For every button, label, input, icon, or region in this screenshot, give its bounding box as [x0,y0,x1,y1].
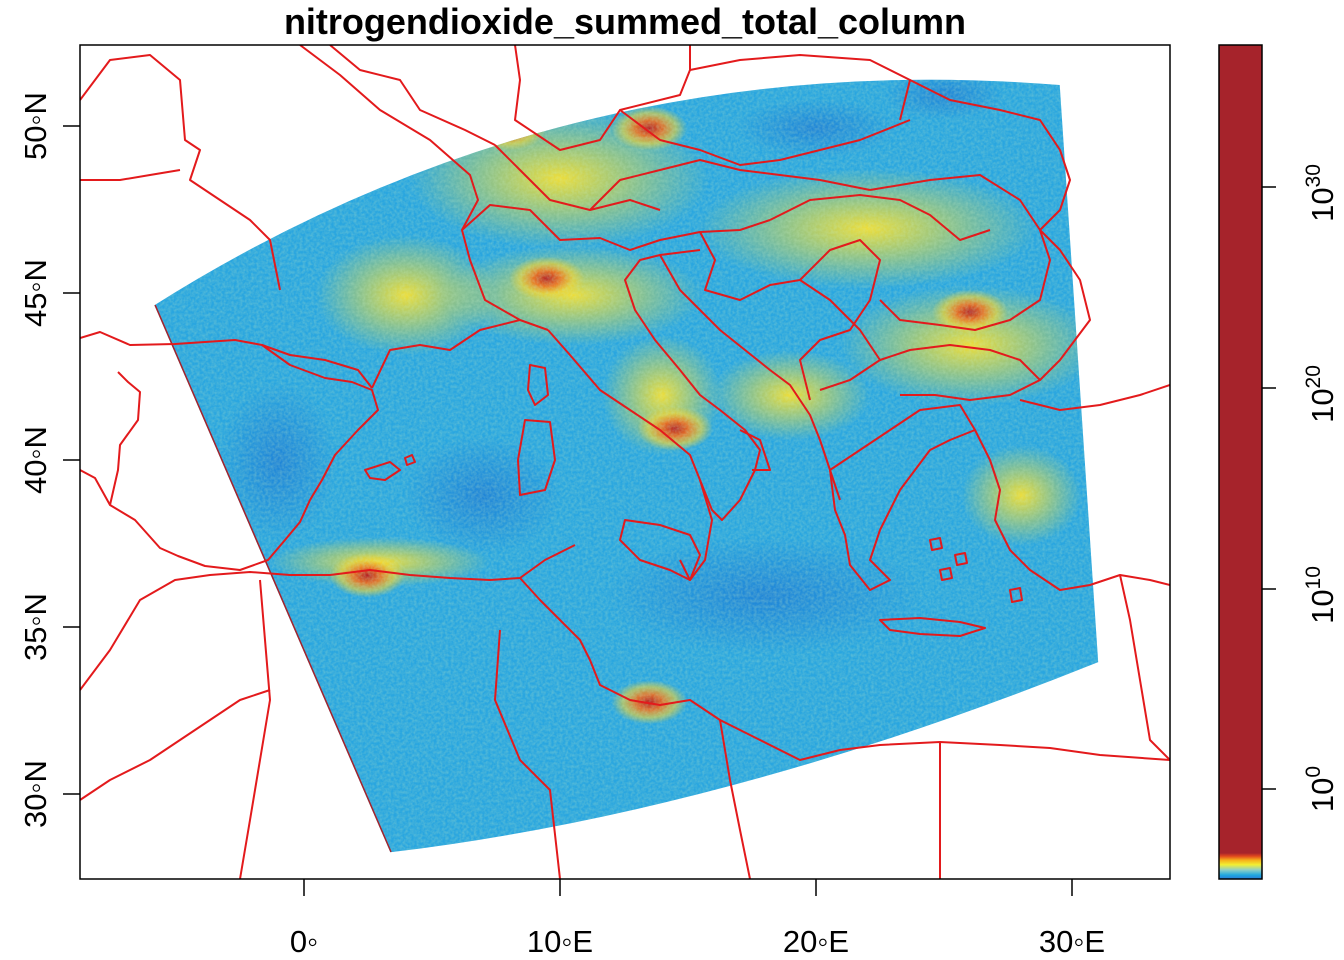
poland [689,54,911,121]
cyclades [929,537,968,581]
alps-border [461,204,771,251]
middle-east [1119,574,1170,761]
colorbar-main [1219,45,1262,853]
austria-border [589,159,871,211]
x-tick-label: 30◦E [1039,924,1105,959]
y-tick-label: 30◦N [18,760,53,828]
germany-south [494,144,661,211]
maghreb-coast [80,544,576,691]
pyrenees [261,344,373,389]
algeria-libya-border [494,629,561,879]
serbia [799,279,881,391]
germany-border [514,45,691,151]
france-east-border [299,45,549,331]
colorbar: 100 1010 1020 1030 [1218,44,1340,880]
sicily [619,519,701,581]
x-tick: 30◦E [1039,879,1105,959]
benelux [329,45,496,146]
turkey-west [974,429,1170,591]
y-tick: 40◦N [18,426,80,494]
czech [619,109,911,166]
romania [869,174,1051,331]
x-tick: 10◦E [527,879,593,959]
colorbar-tick-label: 100 [1302,766,1340,812]
x-tick: 0◦ [290,879,318,959]
y-tick: 50◦N [18,92,80,160]
y-axis: 30◦N 35◦N 40◦N 45◦N 50◦N [18,92,80,828]
colorbar-tick: 1030 [1262,164,1340,222]
no2-swath [154,79,1099,853]
colorbar-tick-label: 1030 [1302,164,1340,222]
italy-heel [739,429,771,471]
y-tick-label: 40◦N [18,426,53,494]
y-tick: 45◦N [18,259,80,327]
calabria [679,479,713,581]
chart-title: nitrogendioxide_summed_total_column [284,1,966,42]
y-tick: 30◦N [18,760,80,828]
x-tick: 20◦E [783,879,849,959]
algeria-inland [239,579,271,879]
corsica [527,364,549,406]
colorbar-frame [1218,44,1263,880]
colorbar-tick: 1020 [1262,365,1340,423]
hungary [769,194,991,241]
colorbar-ramp [1219,853,1262,879]
france-coast [80,54,281,291]
y-tick: 35◦N [18,593,80,661]
morocco [80,689,271,801]
rhodes [1009,587,1023,603]
black-sea-coast [1039,229,1091,381]
x-axis: 0◦ 10◦E 20◦E 30◦E [290,879,1105,959]
x-tick-label: 20◦E [783,924,849,959]
map-panel [80,45,1170,879]
adriatic-east-coast [659,254,841,501]
balkan-borders [699,231,881,401]
bulgaria [879,344,1041,401]
x-tick-label: 10◦E [527,924,593,959]
colorbar-tick: 100 [1262,766,1340,812]
italy-coast [547,249,761,521]
plot-frame [79,44,1171,880]
sardinia [517,419,556,496]
greece [829,404,976,591]
portugal-border [109,371,141,506]
colorbar-tick-label: 1020 [1302,365,1340,423]
country-borders [80,45,1170,879]
balearics [364,454,416,481]
y-tick-label: 35◦N [18,593,53,661]
ukraine [909,79,1071,231]
turkey-coast [1019,384,1170,411]
crete [879,617,986,637]
france-med-coast [371,319,521,389]
brittany [80,169,181,181]
colorbar-tick-label: 1010 [1302,566,1340,624]
libya-inland [719,719,751,879]
swath-edge [154,304,392,853]
iberia-coast [80,331,379,571]
colorbar-tick: 1010 [1262,566,1340,624]
x-tick-label: 0◦ [290,924,318,959]
y-tick-label: 50◦N [18,92,53,160]
y-tick-label: 45◦N [18,259,53,327]
